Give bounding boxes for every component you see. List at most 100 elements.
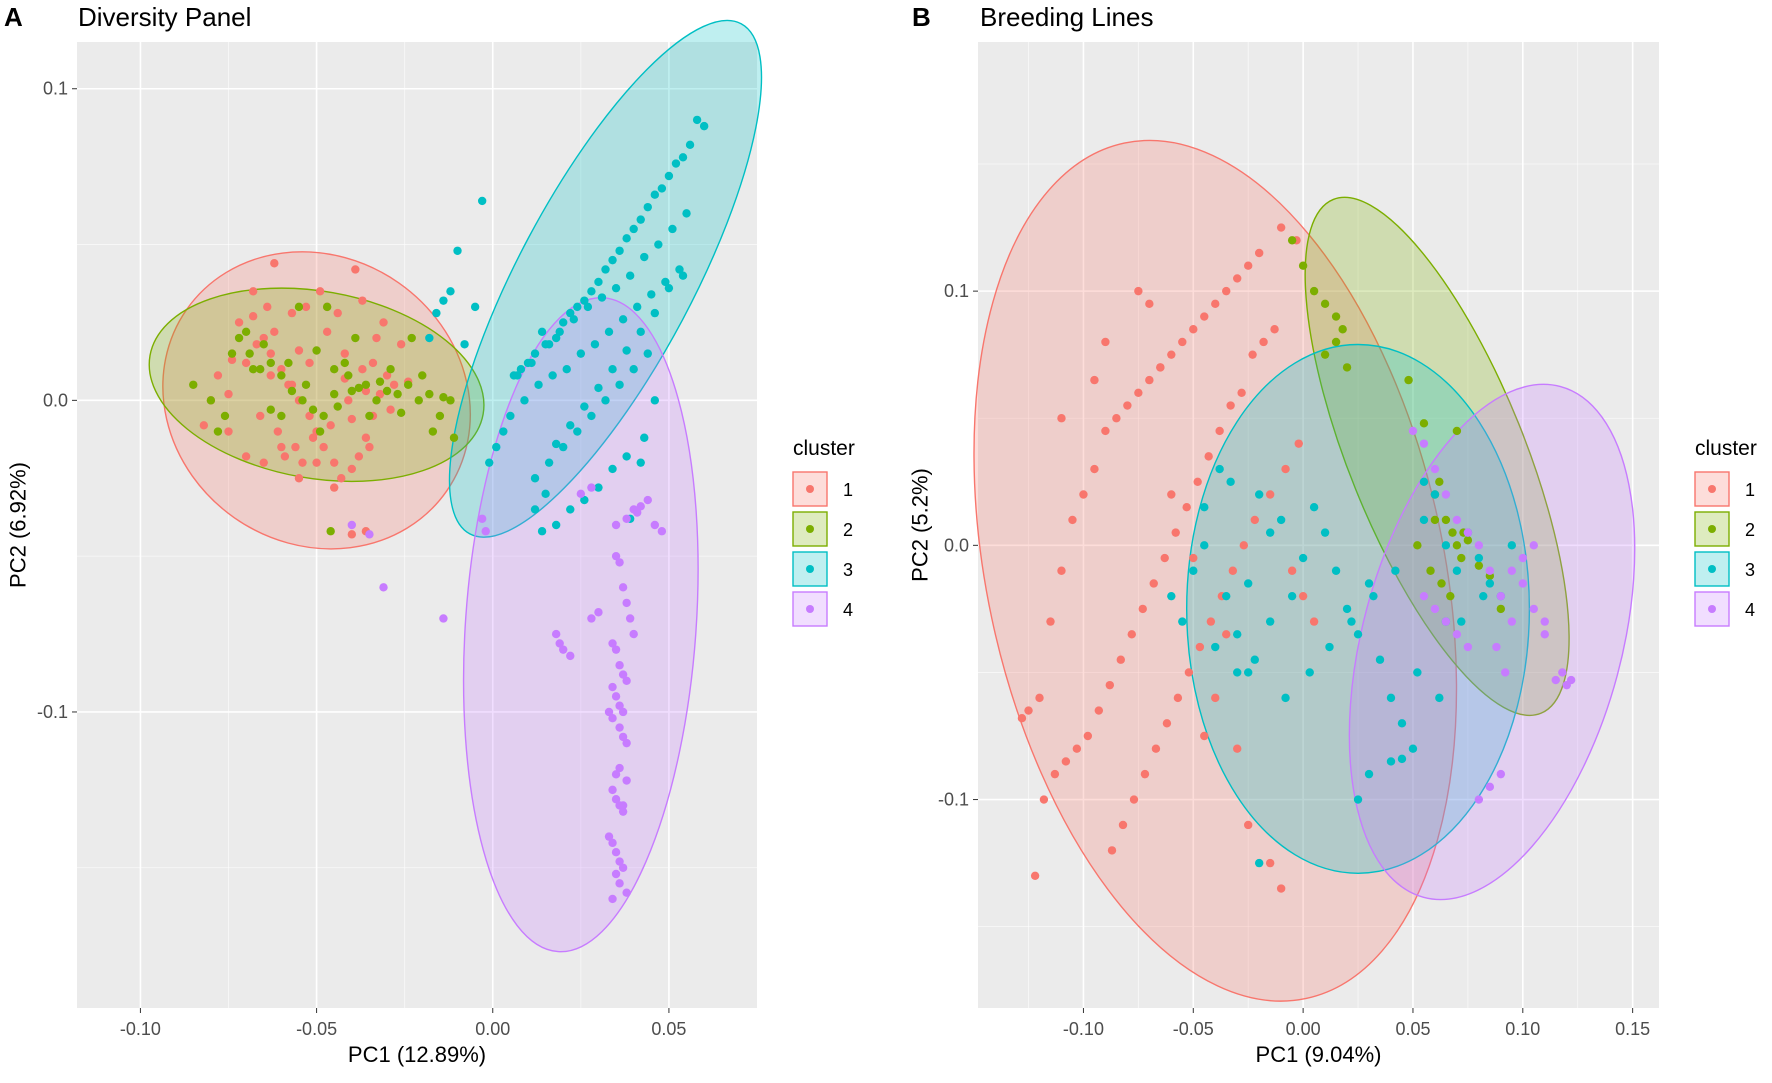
point-cluster-2 xyxy=(266,358,275,368)
point-cluster-3 xyxy=(1364,579,1374,588)
point-cluster-4 xyxy=(608,838,617,848)
legend-label: 3 xyxy=(1745,560,1755,580)
point-cluster-1 xyxy=(1167,490,1176,499)
point-cluster-3 xyxy=(559,442,568,452)
point-cluster-3 xyxy=(1452,566,1462,575)
point-cluster-1 xyxy=(1215,426,1224,436)
point-cluster-3 xyxy=(615,246,624,255)
point-cluster-4 xyxy=(618,807,628,816)
point-cluster-4 xyxy=(1452,630,1462,639)
point-cluster-4 xyxy=(1558,668,1567,677)
point-cluster-2 xyxy=(425,389,434,399)
point-cluster-1 xyxy=(270,327,279,336)
point-cluster-4 xyxy=(1566,675,1576,685)
point-cluster-1 xyxy=(1222,630,1231,639)
point-cluster-4 xyxy=(1419,591,1429,601)
point-cluster-2 xyxy=(189,380,198,389)
point-cluster-4 xyxy=(1492,642,1501,652)
point-cluster-1 xyxy=(1259,337,1268,347)
point-cluster-1 xyxy=(1265,858,1275,868)
point-cluster-2 xyxy=(1342,363,1352,372)
plot-panel-B xyxy=(978,42,1659,1008)
y-axis-title: PC2 (5.2%) xyxy=(908,468,933,582)
point-cluster-1 xyxy=(1134,286,1143,296)
legend-title: cluster xyxy=(793,437,855,460)
point-cluster-3 xyxy=(562,364,571,374)
point-cluster-1 xyxy=(1193,477,1202,486)
point-cluster-2 xyxy=(294,302,304,312)
point-cluster-3 xyxy=(1233,630,1242,639)
point-cluster-3 xyxy=(1353,795,1363,804)
point-cluster-4 xyxy=(604,832,614,841)
point-cluster-3 xyxy=(615,380,624,389)
point-cluster-3 xyxy=(640,433,649,442)
y-tick-label: 0.1 xyxy=(43,79,68,99)
point-cluster-3 xyxy=(618,315,628,324)
point-cluster-1 xyxy=(1145,299,1154,309)
point-cluster-3 xyxy=(544,458,554,467)
point-cluster-1 xyxy=(1162,719,1172,728)
point-cluster-1 xyxy=(347,464,357,474)
point-cluster-2 xyxy=(407,333,416,343)
point-cluster-3 xyxy=(622,234,631,243)
point-cluster-4 xyxy=(576,489,586,499)
point-cluster-4 xyxy=(615,763,624,773)
point-cluster-3 xyxy=(657,184,667,193)
point-cluster-3 xyxy=(537,527,547,536)
point-cluster-1 xyxy=(1167,350,1176,359)
point-cluster-1 xyxy=(372,333,381,343)
point-cluster-3 xyxy=(597,293,607,302)
point-cluster-1 xyxy=(1046,617,1055,626)
point-cluster-2 xyxy=(322,302,332,312)
point-cluster-3 xyxy=(671,159,681,168)
point-cluster-3 xyxy=(506,411,515,421)
point-cluster-4 xyxy=(1529,541,1538,550)
point-cluster-1 xyxy=(1206,617,1216,626)
point-cluster-4 xyxy=(1430,604,1440,614)
legend-key-dot-2 xyxy=(1708,525,1716,533)
point-cluster-4 xyxy=(618,801,628,810)
point-cluster-1 xyxy=(1083,731,1093,741)
point-cluster-2 xyxy=(227,349,237,358)
point-cluster-4 xyxy=(1540,630,1549,639)
point-cluster-3 xyxy=(477,196,487,206)
point-cluster-2 xyxy=(1441,515,1451,525)
point-cluster-3 xyxy=(685,140,695,150)
point-cluster-1 xyxy=(1233,744,1242,753)
point-cluster-4 xyxy=(587,483,596,492)
point-cluster-4 xyxy=(629,629,638,639)
point-cluster-4 xyxy=(611,692,621,701)
point-cluster-3 xyxy=(541,489,550,499)
point-cluster-4 xyxy=(1474,795,1484,804)
point-cluster-4 xyxy=(657,527,667,536)
point-cluster-3 xyxy=(555,327,564,336)
point-cluster-2 xyxy=(245,349,254,358)
point-cluster-4 xyxy=(615,879,624,888)
point-cluster-1 xyxy=(1134,388,1143,398)
legend-title: cluster xyxy=(1695,437,1757,460)
point-cluster-1 xyxy=(248,287,258,296)
legend-key-dot-1 xyxy=(1708,485,1716,493)
point-cluster-2 xyxy=(375,377,385,386)
point-cluster-3 xyxy=(1375,655,1385,664)
point-cluster-3 xyxy=(1189,566,1198,575)
point-cluster-2 xyxy=(351,333,360,343)
point-cluster-1 xyxy=(326,421,335,430)
point-cluster-1 xyxy=(266,349,275,358)
point-cluster-1 xyxy=(1123,401,1132,410)
point-cluster-3 xyxy=(537,327,547,336)
point-cluster-1 xyxy=(1211,299,1220,309)
point-cluster-1 xyxy=(351,265,360,274)
point-cluster-3 xyxy=(1178,617,1187,626)
point-cluster-3 xyxy=(1281,693,1290,703)
point-cluster-4 xyxy=(622,888,631,897)
point-cluster-2 xyxy=(1446,591,1455,601)
point-cluster-3 xyxy=(499,427,508,436)
point-cluster-3 xyxy=(650,190,660,199)
point-cluster-1 xyxy=(1189,325,1198,334)
point-cluster-2 xyxy=(206,396,216,405)
point-cluster-2 xyxy=(1309,286,1319,296)
point-cluster-1 xyxy=(270,259,279,268)
point-cluster-1 xyxy=(256,411,265,421)
point-cluster-4 xyxy=(618,732,628,742)
